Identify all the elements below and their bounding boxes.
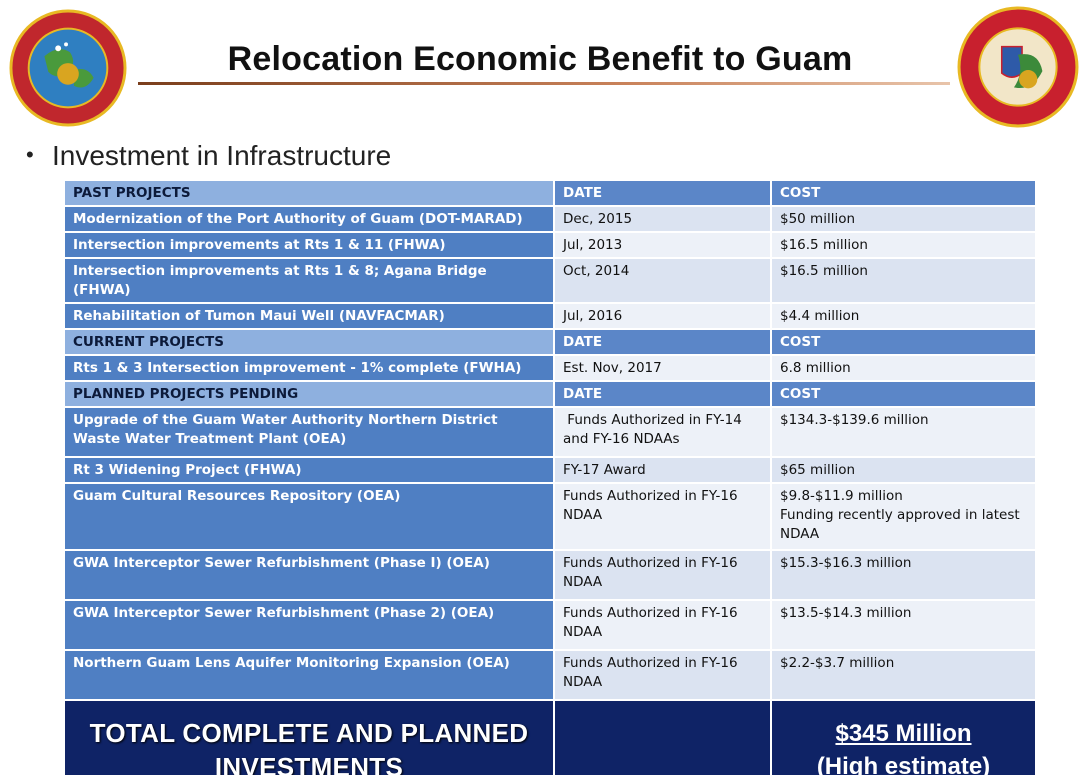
date-cell: Funds Authorized in FY-16 NDAA	[553, 599, 772, 651]
project-cell: Rt 3 Widening Project (FHWA)	[63, 456, 555, 484]
total-label-line2: INVESTMENTS	[214, 751, 404, 775]
marine-corps-activity-guam-seal-icon	[957, 6, 1079, 128]
project-cell: Rts 1 & 3 Intersection improvement - 1% …	[63, 354, 555, 382]
investment-table: PAST PROJECTS DATE COST Modernization of…	[63, 179, 1037, 775]
total-label-line1: TOTAL COMPLETE AND PLANNED	[89, 717, 529, 748]
table-row: Upgrade of the Guam Water Authority Nort…	[63, 406, 1037, 458]
table-row: Guam Cultural Resources Repository (OEA)…	[63, 482, 1037, 551]
cost-cell: 6.8 million	[770, 354, 1037, 382]
header-cell-project: PAST PROJECTS	[63, 179, 555, 207]
table-row: GWA Interceptor Sewer Refurbishment (Pha…	[63, 549, 1037, 601]
page-title: Relocation Economic Benefit to Guam	[227, 40, 853, 78]
date-cell: Dec, 2015	[553, 205, 772, 233]
table-row: Modernization of the Port Authority of G…	[63, 205, 1037, 233]
date-cell: Jul, 2013	[553, 231, 772, 259]
bullet-dot-icon: •	[26, 142, 34, 167]
header-cell-project: CURRENT PROJECTS	[63, 328, 555, 356]
section-header-current: CURRENT PROJECTS DATE COST	[63, 328, 1037, 356]
header-cell-date: DATE	[553, 179, 772, 207]
date-cell: Funds Authorized in FY-16 NDAA	[553, 482, 772, 551]
project-cell: GWA Interceptor Sewer Refurbishment (Pha…	[63, 549, 555, 601]
header-cell-date: DATE	[553, 328, 772, 356]
cost-cell: $65 million	[770, 456, 1037, 484]
table-row: Intersection improvements at Rts 1 & 8; …	[63, 257, 1037, 304]
project-cell: Upgrade of the Guam Water Authority Nort…	[63, 406, 555, 458]
cost-cell: $16.5 million	[770, 257, 1037, 304]
project-cell: Intersection improvements at Rts 1 & 8; …	[63, 257, 555, 304]
total-row: TOTAL COMPLETE AND PLANNED INVESTMENTS $…	[63, 699, 1037, 775]
total-empty-cell	[553, 699, 772, 775]
cost-cell: $16.5 million	[770, 231, 1037, 259]
cost-cell: $50 million	[770, 205, 1037, 233]
cost-cell: $9.8-$11.9 million Funding recently appr…	[770, 482, 1037, 551]
header-cell-project: PLANNED PROJECTS PENDING	[63, 380, 555, 408]
header-cell-cost: COST	[770, 328, 1037, 356]
date-cell: Est. Nov, 2017	[553, 354, 772, 382]
section-header-past: PAST PROJECTS DATE COST	[63, 179, 1037, 207]
date-cell: Funds Authorized in FY-16 NDAA	[553, 549, 772, 601]
bullet-text: Investment in Infrastructure	[52, 140, 392, 171]
total-amount-line2: (High estimate)	[816, 752, 991, 775]
table-row: Rts 1 & 3 Intersection improvement - 1% …	[63, 354, 1037, 382]
header-cell-cost: COST	[770, 179, 1037, 207]
bullet-item: • Investment in Infrastructure	[26, 140, 391, 172]
date-cell: Oct, 2014	[553, 257, 772, 304]
cost-cell: $4.4 million	[770, 302, 1037, 330]
table-row: Northern Guam Lens Aquifer Monitoring Ex…	[63, 649, 1037, 701]
total-label: TOTAL COMPLETE AND PLANNED INVESTMENTS	[63, 699, 555, 775]
cost-cell: $15.3-$16.3 million	[770, 549, 1037, 601]
cost-cell: $2.2-$3.7 million	[770, 649, 1037, 701]
total-amount: $345 Million (High estimate)	[770, 699, 1037, 775]
project-cell: GWA Interceptor Sewer Refurbishment (Pha…	[63, 599, 555, 651]
total-amount-line1: $345 Million	[835, 719, 972, 747]
project-cell: Northern Guam Lens Aquifer Monitoring Ex…	[63, 649, 555, 701]
date-cell: FY-17 Award	[553, 456, 772, 484]
cost-cell: $134.3-$139.6 million	[770, 406, 1037, 458]
title-divider	[138, 82, 950, 85]
header-cell-date: DATE	[553, 380, 772, 408]
date-cell: Jul, 2016	[553, 302, 772, 330]
project-cell: Rehabilitation of Tumon Maui Well (NAVFA…	[63, 302, 555, 330]
table-row: Rehabilitation of Tumon Maui Well (NAVFA…	[63, 302, 1037, 330]
project-cell: Guam Cultural Resources Repository (OEA)	[63, 482, 555, 551]
table-row: Rt 3 Widening Project (FHWA) FY-17 Award…	[63, 456, 1037, 484]
table-row: Intersection improvements at Rts 1 & 11 …	[63, 231, 1037, 259]
date-cell: Funds Authorized in FY-14 and FY-16 NDAA…	[553, 406, 772, 458]
project-cell: Modernization of the Port Authority of G…	[63, 205, 555, 233]
marine-corps-forces-pacific-seal-icon	[9, 9, 127, 127]
cost-cell: $13.5-$14.3 million	[770, 599, 1037, 651]
section-header-planned: PLANNED PROJECTS PENDING DATE COST	[63, 380, 1037, 408]
project-cell: Intersection improvements at Rts 1 & 11 …	[63, 231, 555, 259]
header-cell-cost: COST	[770, 380, 1037, 408]
date-cell: Funds Authorized in FY-16 NDAA	[553, 649, 772, 701]
table-row: GWA Interceptor Sewer Refurbishment (Pha…	[63, 599, 1037, 651]
